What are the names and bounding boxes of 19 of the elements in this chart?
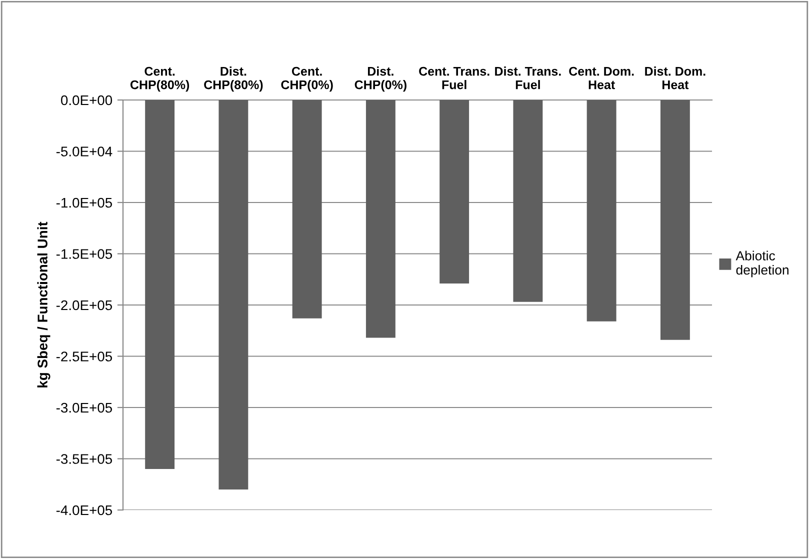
- y-tick-label: -3.0E+05: [56, 402, 112, 413]
- x-tick-label: Cent. Dom. Heat: [569, 66, 634, 90]
- x-tick-label: Cent. CHP(80%): [130, 66, 190, 92]
- y-tick-label: -1.5E+05: [56, 249, 112, 259]
- y-tick-label: -1.0E+05: [56, 198, 112, 208]
- y-tick-label: -2.5E+05: [56, 352, 112, 362]
- y-tick-label: -4.0E+05: [56, 505, 112, 516]
- x-tick-label: Cent. Trans. Fuel: [419, 66, 490, 90]
- legend-label: Abiotic depletion: [736, 250, 788, 278]
- x-tick-label: Dist. Dom. Heat: [645, 66, 706, 90]
- x-tick-label: Dist. CHP(80%): [204, 66, 263, 92]
- y-tick-label: 0.0E+00: [60, 95, 112, 106]
- y-tick-label: -3.5E+05: [56, 454, 112, 464]
- x-tick-label: Dist. Trans. Fuel: [495, 66, 561, 90]
- x-tick-label: Cent. CHP(0%): [281, 66, 333, 92]
- y-axis-title: kg Sbeq / Functional Unit: [37, 222, 50, 388]
- y-tick-label: -2.0E+05: [56, 300, 112, 310]
- x-tick-label: Dist. CHP(0%): [354, 66, 406, 92]
- y-tick-label: -5.0E+04: [56, 146, 112, 156]
